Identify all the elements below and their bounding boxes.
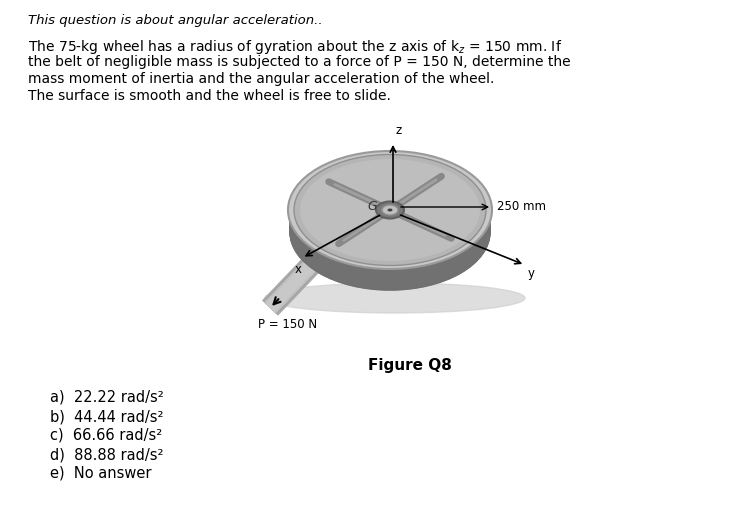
Ellipse shape [265,283,525,313]
Text: the belt of negligible mass is subjected to a force of P = 150 N, determine the: the belt of negligible mass is subjected… [28,55,571,69]
Text: The surface is smooth and the wheel is free to slide.: The surface is smooth and the wheel is f… [28,89,391,103]
Text: c)  66.66 rad/s²: c) 66.66 rad/s² [50,428,162,443]
Text: z: z [395,124,401,137]
Ellipse shape [290,172,490,288]
Ellipse shape [290,158,490,274]
Ellipse shape [290,168,490,284]
Text: a)  22.22 rad/s²: a) 22.22 rad/s² [50,390,164,405]
Ellipse shape [290,154,490,270]
Text: x: x [295,263,302,276]
Ellipse shape [290,164,490,280]
Text: d)  88.88 rad/s²: d) 88.88 rad/s² [50,447,164,462]
Ellipse shape [290,173,490,289]
Ellipse shape [290,155,490,271]
Ellipse shape [290,153,490,269]
Ellipse shape [376,202,404,219]
Ellipse shape [388,208,392,211]
Ellipse shape [294,155,486,266]
Ellipse shape [290,170,490,286]
Ellipse shape [290,174,490,290]
Text: P = 150 N: P = 150 N [258,318,317,331]
Ellipse shape [290,157,490,273]
Ellipse shape [290,160,490,276]
Ellipse shape [290,165,490,281]
Ellipse shape [290,162,490,278]
Text: This question is about angular acceleration..: This question is about angular accelerat… [28,14,322,27]
Text: mass moment of inertia and the angular acceleration of the wheel.: mass moment of inertia and the angular a… [28,72,494,86]
Ellipse shape [290,167,490,283]
Ellipse shape [290,156,490,272]
Text: 250 mm: 250 mm [497,201,546,214]
Text: The 75-kg wheel has a radius of gyration about the z axis of k$_z$ = 150 mm. If: The 75-kg wheel has a radius of gyration… [28,38,562,56]
Ellipse shape [290,169,490,285]
Text: Figure Q8: Figure Q8 [368,358,452,373]
Ellipse shape [290,163,490,279]
Ellipse shape [382,205,398,215]
Ellipse shape [290,159,490,275]
Text: G: G [368,200,376,212]
Text: e)  No answer: e) No answer [50,466,152,481]
Ellipse shape [290,174,490,290]
Ellipse shape [300,159,480,261]
Ellipse shape [288,151,492,269]
Text: y: y [528,267,535,280]
Ellipse shape [290,171,490,287]
Text: b)  44.44 rad/s²: b) 44.44 rad/s² [50,409,164,424]
Ellipse shape [290,166,490,282]
Ellipse shape [290,161,490,277]
